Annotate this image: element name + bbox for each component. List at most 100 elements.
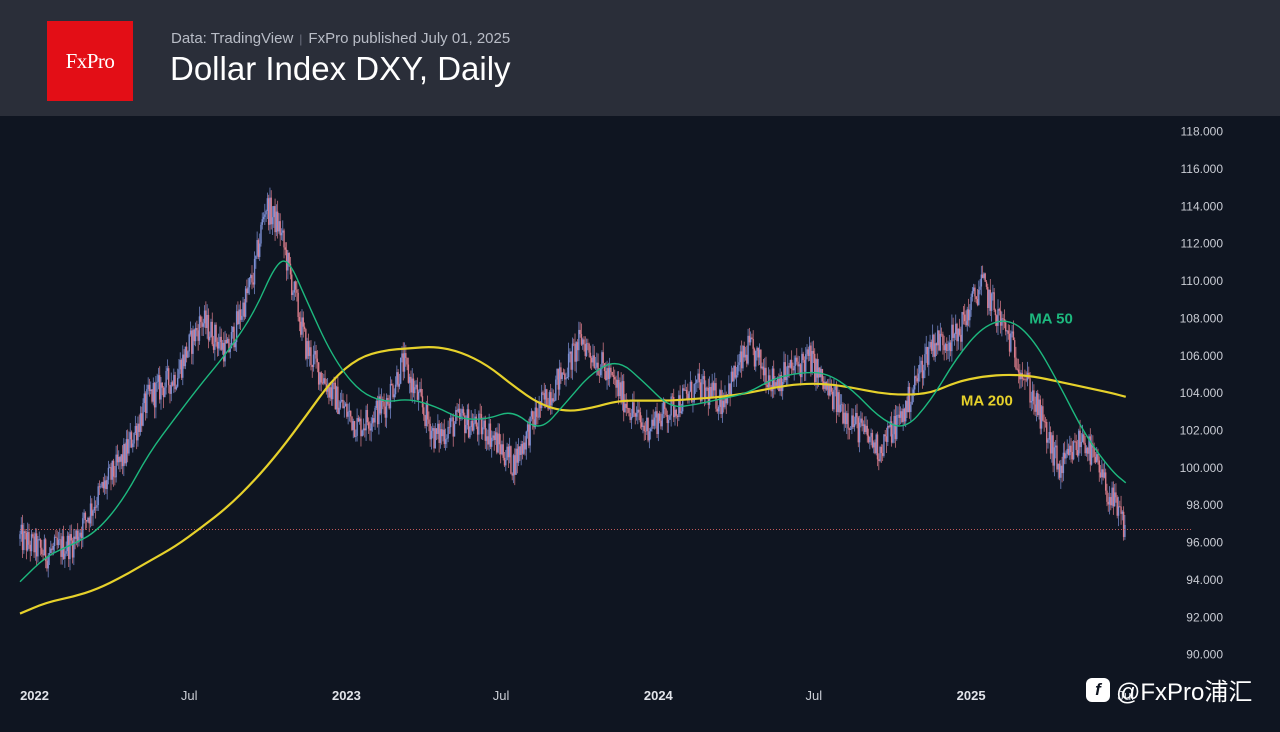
candle-body <box>21 524 24 551</box>
candle-body <box>1080 441 1083 448</box>
candle-body <box>549 392 552 406</box>
candle-body <box>742 345 744 369</box>
candle-body <box>861 418 863 426</box>
candle-body <box>433 428 435 449</box>
candle-body <box>435 428 438 434</box>
candle-body <box>174 374 176 390</box>
candle-body <box>201 321 203 327</box>
candle-body <box>808 345 811 356</box>
candle-body <box>91 503 93 516</box>
candle-body <box>1090 444 1093 465</box>
candle-body <box>546 389 548 407</box>
candle-body <box>285 249 288 271</box>
candle-body <box>544 389 547 400</box>
candle-body <box>985 281 988 287</box>
candle-body <box>665 408 667 415</box>
candle-body <box>319 372 321 385</box>
candle-body <box>679 395 681 413</box>
candle-body <box>947 350 949 352</box>
candle-body <box>1071 452 1074 460</box>
candle-body <box>1076 450 1079 456</box>
candle-body <box>585 343 588 356</box>
candle-body <box>148 384 151 391</box>
candle-body <box>397 372 399 387</box>
candle-body <box>252 282 254 285</box>
candle-body <box>183 354 185 367</box>
candle-body <box>837 392 839 413</box>
candle-body <box>1052 435 1054 466</box>
candle-body <box>89 503 92 524</box>
candle-body <box>57 539 60 546</box>
candle-body <box>461 409 463 414</box>
candle-body <box>538 401 540 418</box>
candle-body <box>302 317 304 327</box>
candle-body <box>180 359 183 378</box>
candle-body <box>262 216 265 220</box>
candle-body <box>270 197 272 225</box>
candle-body <box>356 418 358 436</box>
candle-body <box>20 524 22 535</box>
candle-body <box>624 403 626 413</box>
candle-body <box>411 378 413 393</box>
candle-body <box>662 401 665 414</box>
candle-body <box>82 518 84 538</box>
candle-body <box>778 378 780 392</box>
candle-body <box>802 353 804 361</box>
candle-body <box>352 421 354 430</box>
candle-body <box>557 368 560 390</box>
candle-body <box>335 386 338 410</box>
candle-body <box>505 460 507 466</box>
candle-body <box>673 397 675 418</box>
candle-body <box>1056 445 1058 470</box>
candle-body <box>1066 448 1068 454</box>
candle-body <box>191 330 193 354</box>
candle-body <box>311 364 313 368</box>
published-date: FxPro published July 01, 2025 <box>308 30 511 47</box>
candle-body <box>484 420 486 441</box>
chart-area[interactable]: 90.000 92.000 94.000 96.000 98.000 100.000 102… <box>0 116 1280 732</box>
y-tick-label: 110.000 <box>1181 274 1224 288</box>
candle-body <box>1063 452 1066 459</box>
candle-body <box>640 422 643 427</box>
candle-body <box>506 446 508 461</box>
candle-body <box>403 353 406 372</box>
candle-body <box>155 382 157 408</box>
candle-body <box>462 409 465 416</box>
candle-body <box>687 393 689 399</box>
candle-body <box>943 345 945 351</box>
candle-body <box>702 376 704 380</box>
candle-body <box>135 426 138 441</box>
candle-body <box>194 327 197 342</box>
candle-body <box>539 401 542 409</box>
candle-body <box>787 365 789 377</box>
candle-body <box>1011 331 1013 334</box>
candle-body <box>384 406 387 418</box>
candle-body <box>690 381 693 402</box>
candle-body <box>350 410 352 417</box>
candle-body <box>610 367 612 373</box>
candle-body <box>839 404 842 413</box>
candle-body <box>752 339 754 349</box>
candle-body <box>1069 445 1071 456</box>
candle-body <box>269 197 271 225</box>
candle-body <box>451 417 453 419</box>
candle-body <box>88 517 90 524</box>
candle-body <box>1113 492 1116 507</box>
candle-body <box>565 378 567 380</box>
candle-body <box>694 382 697 384</box>
candle-body <box>78 536 80 543</box>
candle-body <box>232 326 234 332</box>
candle-body <box>97 486 99 506</box>
candle-body <box>1106 490 1108 502</box>
candle-body <box>514 455 516 475</box>
candle-body <box>47 555 49 569</box>
candle-body <box>825 382 827 390</box>
candle-body <box>407 364 410 383</box>
candle-body <box>428 419 430 424</box>
candle-body <box>465 424 467 434</box>
candle-body <box>458 408 461 419</box>
candle-body <box>235 311 238 343</box>
candle-body <box>141 413 143 426</box>
candle-body <box>70 534 72 541</box>
candle-body <box>1057 463 1059 470</box>
